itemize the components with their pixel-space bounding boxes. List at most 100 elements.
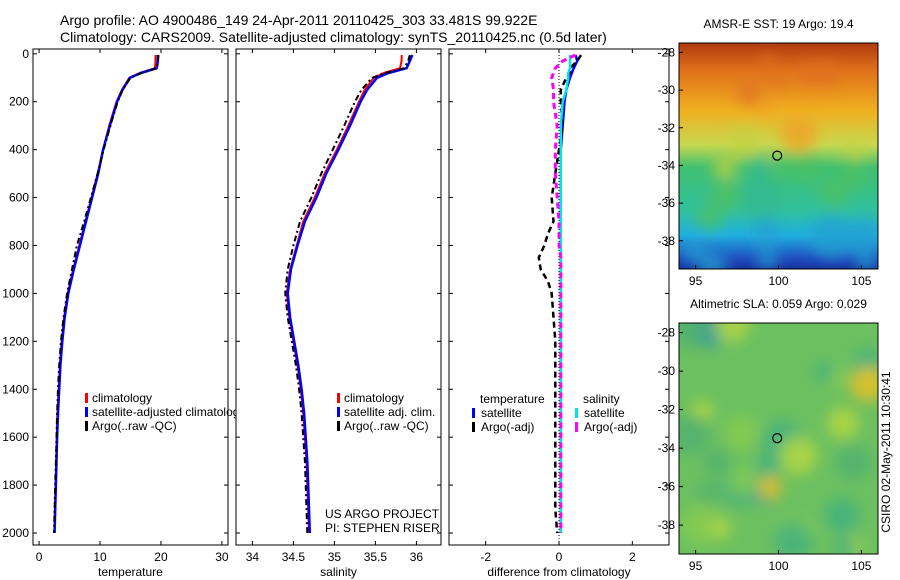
argo-position-marker xyxy=(772,150,783,161)
sla-patch xyxy=(679,323,707,348)
map-x-tick-label: 95 xyxy=(689,559,703,573)
project-line-1: US ARGO PROJECT xyxy=(325,507,440,521)
sla-patch xyxy=(814,362,834,382)
sst-patch xyxy=(759,54,778,73)
sla-patch xyxy=(824,497,860,534)
sla-patch xyxy=(679,413,711,455)
x-tick-label: 36 xyxy=(410,550,424,564)
legend-label: climatology xyxy=(344,391,404,405)
sst-patch xyxy=(843,138,867,161)
sla-patch xyxy=(680,504,722,546)
legend-label: satellite-adjusted climatology xyxy=(92,405,245,419)
figure-title-line-2: Climatology: CARS2009. Satellite-adjuste… xyxy=(60,29,607,45)
y-tick-label: 200 xyxy=(9,95,29,109)
x-tick-label: 20 xyxy=(154,550,168,564)
x-tick-label: 35 xyxy=(328,550,342,564)
legend-label: satellite adj. clim. xyxy=(344,405,435,419)
legend-label: Argo(-adj) xyxy=(584,420,637,434)
figure-title-line-1: Argo profile: AO 4900486_149 24-Apr-2011… xyxy=(60,12,538,28)
series-line-argo-raw-qc- xyxy=(284,54,411,534)
sla-patch xyxy=(723,415,760,451)
y-tick-label: 600 xyxy=(9,191,29,205)
map-y-tick-label: -32 xyxy=(658,121,676,135)
map-y-tick-label: -30 xyxy=(658,364,676,378)
legend-header-salinity: salinity xyxy=(583,392,620,406)
sst-patch xyxy=(844,218,878,256)
legend-swatch xyxy=(337,407,340,417)
x-tick-label: 34 xyxy=(246,550,260,564)
map-x-tick-label: 95 xyxy=(689,274,703,288)
sst-patch xyxy=(819,176,850,207)
panel-temperature: 0 10 20 30 temperature 0 200 400 600 800 1000 1200 1… xyxy=(2,47,245,579)
x-axis-label: salinity xyxy=(320,565,357,579)
y-tick-label: 1400 xyxy=(2,382,29,396)
map-field xyxy=(679,43,878,269)
x-tick-label: 10 xyxy=(93,550,107,564)
sst-patch xyxy=(752,218,781,247)
sla-patch xyxy=(778,436,818,475)
map-y-tick-label: -34 xyxy=(658,158,676,172)
x-tick-label: 0 xyxy=(36,550,43,564)
map-title: Altimetric SLA: 0.059 Argo: 0.029 xyxy=(690,297,867,311)
map-sla_map: Altimetric SLA: 0.059 Argo: 0.029 95 100 10… xyxy=(658,297,879,573)
x-axis-label: temperature xyxy=(98,565,163,579)
axes-box-temperature xyxy=(32,48,229,546)
map-y-tick-label: -36 xyxy=(658,480,676,494)
map-y-tick-label: -36 xyxy=(658,196,676,210)
legend-swatch xyxy=(85,393,88,403)
legend-swatch xyxy=(575,422,578,432)
sla-patch xyxy=(728,466,757,495)
sst-patch xyxy=(739,175,783,219)
map-sst_map: AMSR-E SST: 19 Argo: 19.4 95 100 105 -28 -30 -… xyxy=(658,17,879,288)
map-y-tick-label: -38 xyxy=(658,234,676,248)
sst-patch xyxy=(793,155,819,181)
sst-patch xyxy=(841,164,866,189)
map-y-tick-label: -30 xyxy=(658,83,676,97)
legend-swatch xyxy=(85,421,88,431)
legend-swatch xyxy=(472,422,475,432)
map-x-tick-label: 100 xyxy=(768,559,788,573)
argo-position-marker xyxy=(772,433,783,444)
sst-patch xyxy=(750,155,775,180)
sst-patch xyxy=(736,78,764,106)
sla-patch xyxy=(850,366,878,402)
series-line-salinity-argo-adj- xyxy=(550,53,577,533)
sst-patch xyxy=(856,252,876,269)
y-tick-label: 1600 xyxy=(2,430,29,444)
legend-label: satellite xyxy=(481,406,522,420)
sla-blobs xyxy=(679,323,878,554)
sst-patch xyxy=(767,74,785,92)
project-line-2: PI: STEPHEN RISER xyxy=(325,521,440,535)
sla-patch xyxy=(757,475,782,500)
sst-patch xyxy=(815,61,839,85)
sla-patch xyxy=(835,444,872,481)
legend-label: Argo(..raw -QC) xyxy=(92,419,177,433)
map-x-tick-label: 105 xyxy=(851,274,871,288)
x-tick-label: 34.5 xyxy=(282,550,306,564)
sst-patch xyxy=(756,248,779,269)
sla-patch xyxy=(697,480,720,504)
axes-box-difference xyxy=(448,48,670,546)
series-line-temperature-argo-adj- xyxy=(537,54,583,534)
legend-swatch xyxy=(337,393,340,403)
x-tick-label: 0 xyxy=(556,550,563,564)
sla-patch xyxy=(774,521,813,554)
legend-label: satellite xyxy=(584,406,625,420)
map-x-tick-label: 105 xyxy=(851,559,871,573)
y-tick-label: 400 xyxy=(9,143,29,157)
x-tick-label: 2 xyxy=(629,550,636,564)
x-tick-label: 35.5 xyxy=(364,550,388,564)
y-tick-label: 0 xyxy=(22,47,29,61)
panel-salinity: 34 34.5 35 35.5 36 salinity climatologysatelli… xyxy=(235,48,442,579)
series-line-satellite-adj-clim- xyxy=(286,54,414,534)
y-tick-label: 800 xyxy=(9,238,29,252)
x-axis-label: difference from climatology xyxy=(487,565,630,579)
sla-patch xyxy=(710,517,732,539)
sla-patch xyxy=(829,368,850,389)
x-tick-label: -2 xyxy=(480,550,491,564)
sla-patch xyxy=(703,448,731,476)
credit-text: CSIRO 02-May-2011 10:30:41 xyxy=(879,371,893,533)
sst-patch xyxy=(698,251,728,269)
map-title: AMSR-E SST: 19 Argo: 19.4 xyxy=(703,17,853,31)
